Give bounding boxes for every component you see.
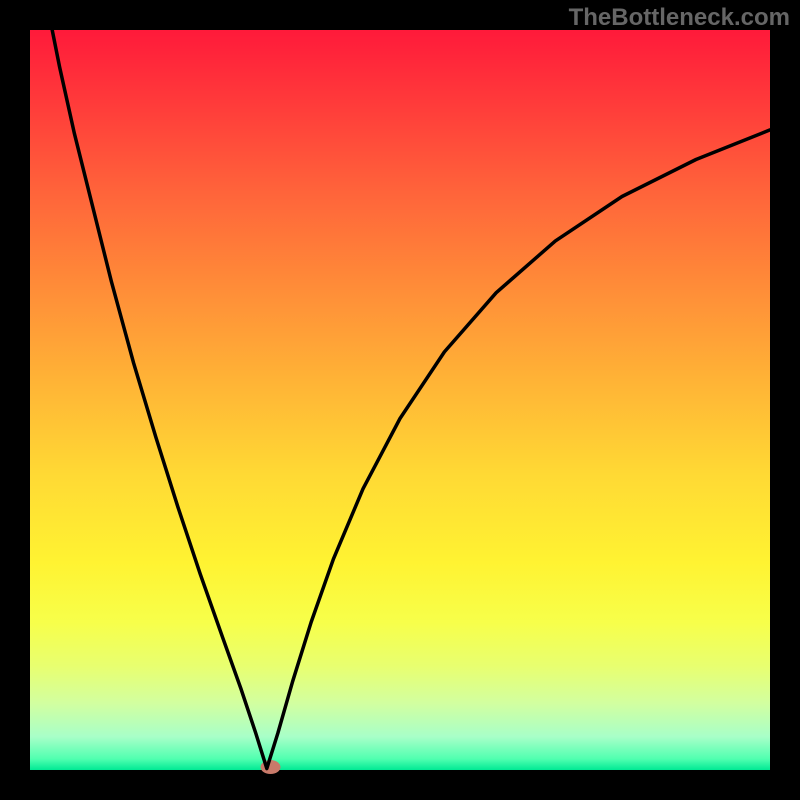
- bottleneck-chart: [0, 0, 800, 800]
- gradient-background: [30, 30, 770, 770]
- watermark-text: TheBottleneck.com: [569, 4, 790, 32]
